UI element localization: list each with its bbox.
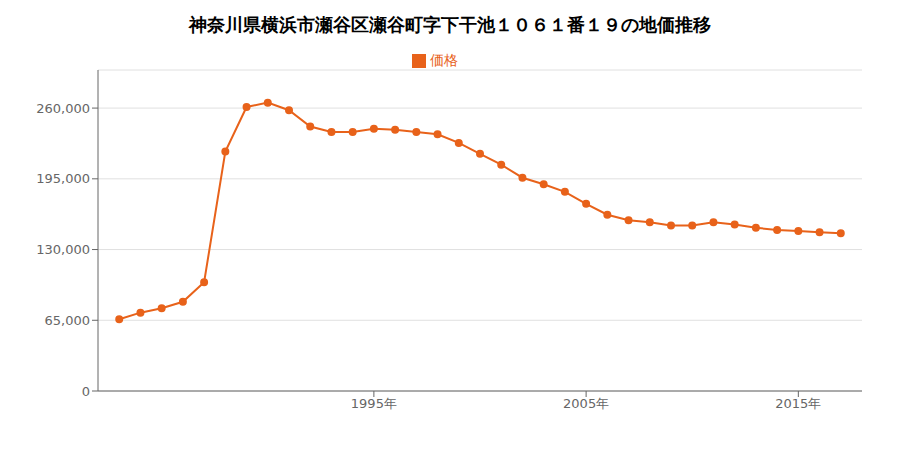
svg-text:2005年: 2005年	[563, 396, 609, 411]
svg-text:65,000: 65,000	[45, 313, 91, 328]
svg-text:0: 0	[82, 384, 90, 399]
svg-text:1995年: 1995年	[351, 396, 397, 411]
svg-text:2015年: 2015年	[775, 396, 821, 411]
svg-text:260,000: 260,000	[36, 101, 90, 116]
svg-text:195,000: 195,000	[36, 171, 90, 186]
html-text:価格: 価格	[430, 52, 458, 68]
html-text:神奈川県横浜市瀬谷区瀬谷町字下干池１０６１番１９の地価推移: 神奈川県横浜市瀬谷区瀬谷町字下干池１０６１番１９の地価推移	[189, 14, 711, 35]
svg-text:130,000: 130,000	[36, 242, 90, 257]
